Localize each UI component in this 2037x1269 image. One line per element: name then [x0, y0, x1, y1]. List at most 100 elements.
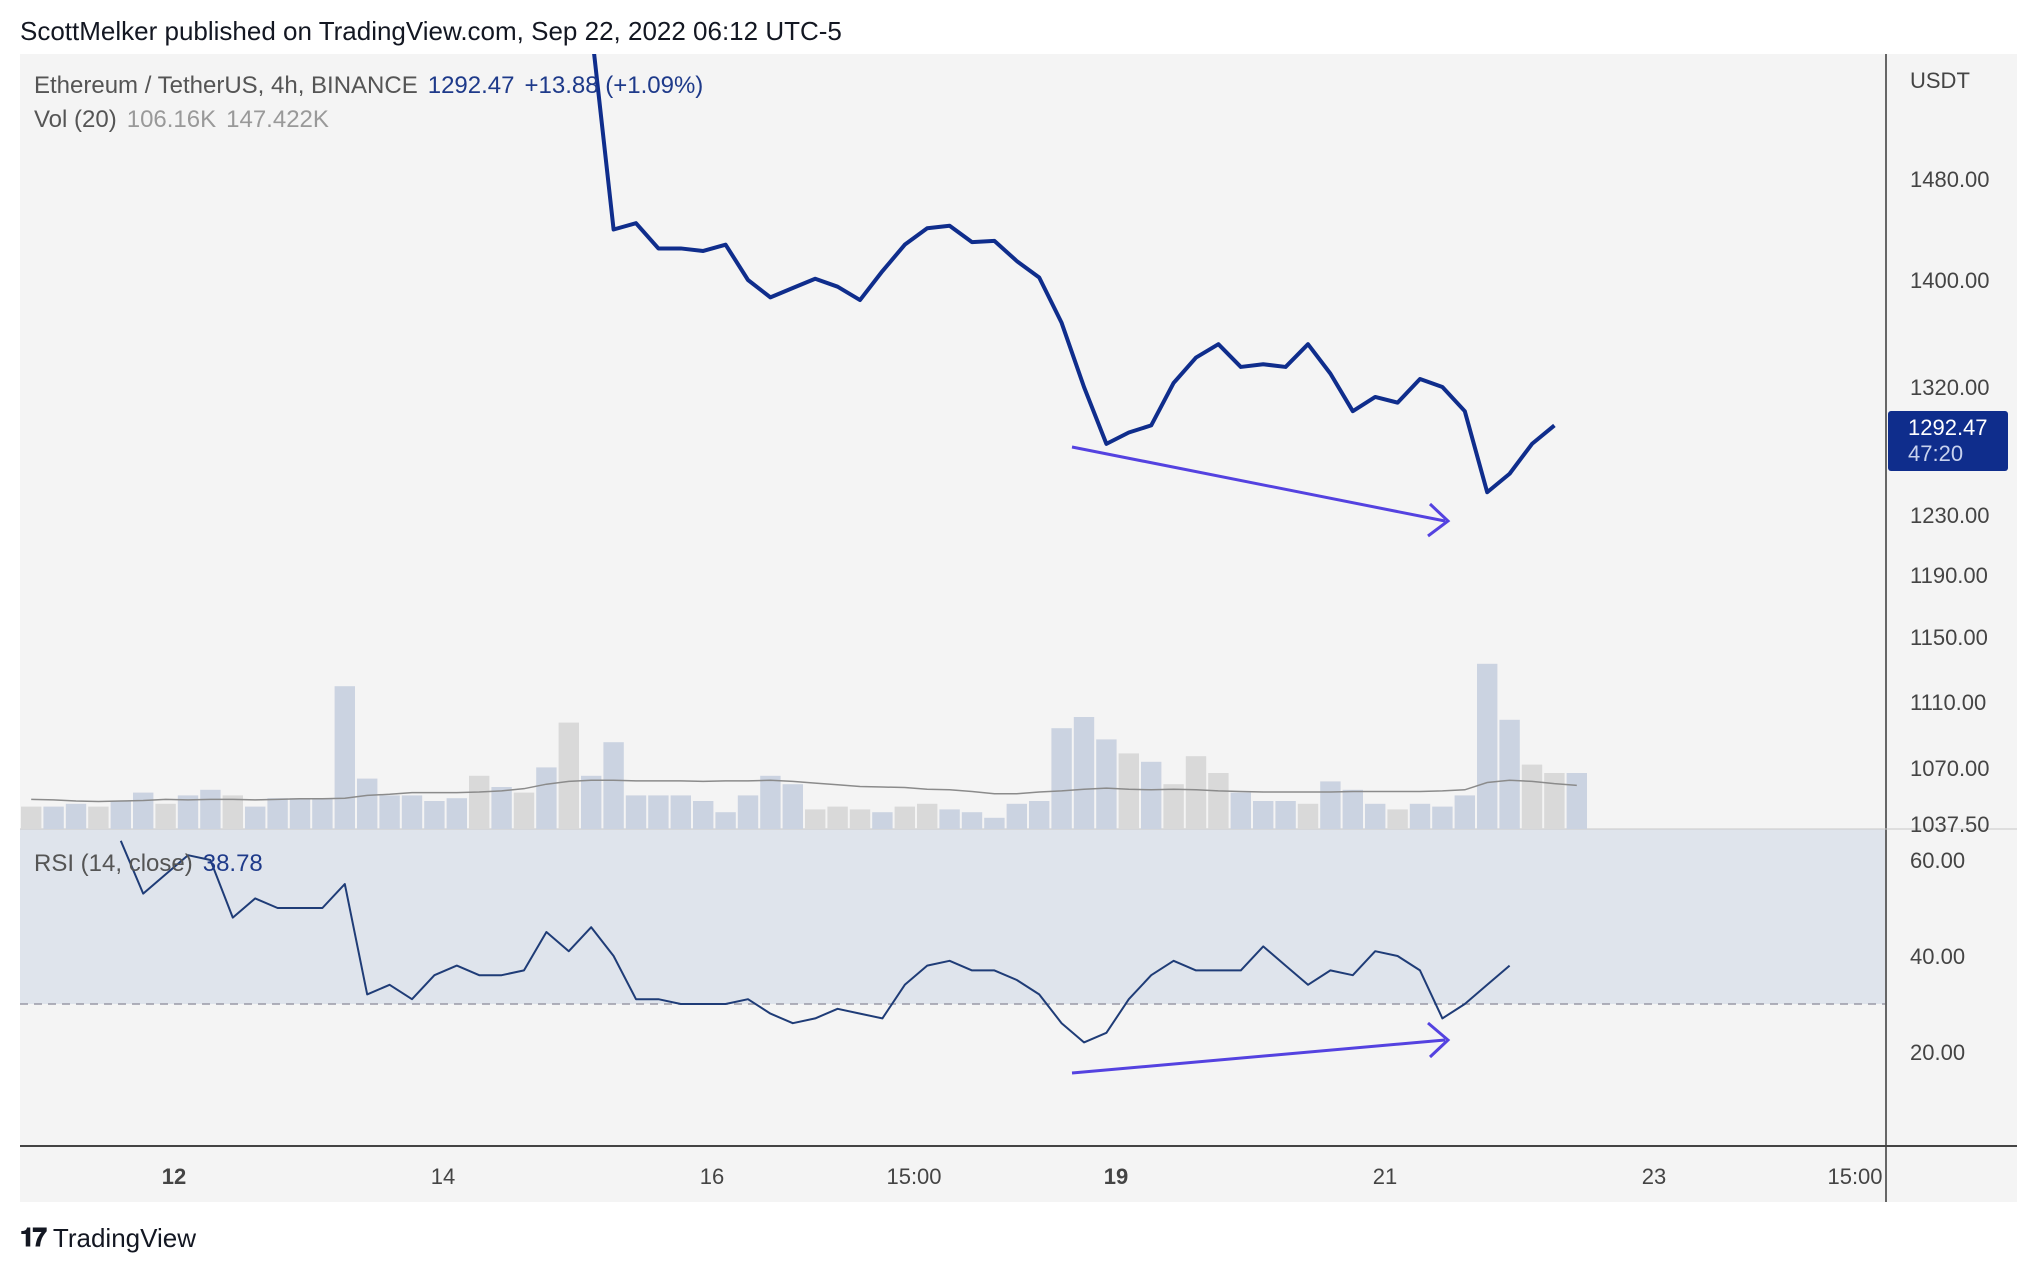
- price-tick-label: 1190.00: [1910, 563, 1988, 588]
- volume-bar: [1320, 781, 1341, 829]
- volume-bar: [782, 784, 803, 829]
- tradingview-logo-icon: 𝟏𝟕: [20, 1222, 47, 1252]
- volume-bar: [1141, 761, 1162, 829]
- price-tick-label: 1150.00: [1910, 625, 1988, 650]
- volume-bar: [1073, 717, 1095, 829]
- time-tick-label: 12: [162, 1164, 186, 1189]
- volume-bar: [1544, 773, 1565, 829]
- price-tick-label: 1110.00: [1910, 690, 1986, 715]
- rsi-tick-label: 20.00: [1910, 1040, 1965, 1065]
- price-line: [592, 54, 1556, 495]
- volume-bar: [1230, 792, 1251, 829]
- volume-bar: [424, 801, 445, 829]
- price-axis-ticks: 1480.00 1400.00 1320.00 1230.00 1190.00 1150.…: [1910, 167, 1990, 837]
- volume-bar: [1163, 784, 1184, 829]
- volume-bar: [200, 789, 221, 829]
- volume-bar: [849, 809, 871, 829]
- volume-bar: [760, 775, 781, 829]
- volume-value-a: 106.16K: [126, 106, 217, 133]
- bar-countdown: 47:20: [1908, 441, 1963, 466]
- volume-bar: [1499, 719, 1520, 829]
- time-tick-label: 16: [700, 1164, 724, 1189]
- rsi-value: 38.78: [202, 850, 263, 877]
- volume-bar: [1029, 801, 1050, 829]
- volume-bar: [872, 812, 893, 829]
- volume-bar: [693, 801, 714, 829]
- symbol-name: Ethereum / TetherUS, 4h, BINANCE: [34, 72, 418, 99]
- price-divergence-arrow: [1071, 445, 1451, 538]
- volume-label: Vol (20): [34, 106, 117, 133]
- rsi-band: [20, 829, 1885, 1004]
- chart-frame[interactable]: USDT 1480.00 1400.00 1320.00 1230.00 1190.00…: [20, 54, 2017, 1202]
- volume-bar: [558, 722, 579, 829]
- volume-bar: [513, 792, 535, 829]
- volume-bar: [917, 803, 938, 829]
- volume-bar: [110, 801, 131, 829]
- rsi-divergence-arrow: [1071, 1021, 1451, 1075]
- last-price-value: 1292.47: [1908, 415, 1988, 440]
- volume-bar: [1409, 803, 1431, 829]
- price-tick-label: 1480.00: [1910, 167, 1990, 192]
- volume-bar: [1477, 663, 1498, 829]
- time-tick-label: 23: [1642, 1164, 1666, 1189]
- symbol-legend[interactable]: Ethereum / TetherUS, 4h, BINANCE 1292.47 +…: [34, 72, 703, 100]
- time-tick-label: 21: [1373, 1164, 1397, 1189]
- volume-bar: [1253, 801, 1274, 829]
- volume-bar: [357, 778, 378, 829]
- price-tick-label: 1230.00: [1910, 503, 1990, 528]
- publish-line: ScottMelker published on TradingView.com…: [20, 16, 842, 46]
- volume-bar: [245, 806, 266, 829]
- volume-ma-line: [31, 779, 1577, 803]
- price-tick-label: 1400.00: [1910, 268, 1990, 293]
- volume-bar: [1185, 756, 1207, 829]
- time-tick-label: 14: [431, 1164, 455, 1189]
- volume-bar: [1342, 789, 1363, 829]
- price-tick-label: 1037.50: [1910, 812, 1990, 837]
- chart-svg[interactable]: USDT 1480.00 1400.00 1320.00 1230.00 1190.00…: [20, 54, 2017, 1202]
- volume-bar: [267, 798, 288, 829]
- volume-bar: [827, 806, 848, 829]
- volume-bar: [1096, 739, 1117, 829]
- volume-bar: [1566, 773, 1587, 829]
- volume-bar: [446, 798, 467, 829]
- volume-bar: [648, 795, 669, 829]
- volume-bar: [155, 803, 176, 829]
- volume-bar: [469, 775, 490, 829]
- volume-bar: [715, 812, 736, 829]
- volume-bar: [984, 817, 1005, 829]
- time-axis-ticks: 12 14 16 15:00 19 21 23 15:00: [162, 1164, 1883, 1189]
- volume-bar: [1521, 764, 1543, 829]
- legend-change: +13.88 (+1.09%): [524, 72, 704, 99]
- volume-bar: [133, 792, 154, 829]
- volume-bar: [1118, 753, 1139, 829]
- volume-bar: [334, 686, 355, 829]
- volume-bar: [222, 795, 243, 829]
- volume-bar: [1051, 728, 1072, 829]
- price-tick-label: 1070.00: [1910, 756, 1990, 781]
- volume-bar: [1432, 806, 1453, 829]
- volume-bar: [939, 809, 960, 829]
- volume-bar: [312, 798, 333, 829]
- rsi-legend[interactable]: RSI (14, close) 38.78: [34, 850, 263, 878]
- last-price-badge[interactable]: 1292.47 47:20: [1888, 411, 2008, 471]
- currency-label: USDT: [1910, 68, 1970, 93]
- rsi-axis-ticks: 60.00 40.00 20.00: [1910, 848, 1965, 1065]
- volume-bar: [536, 767, 557, 829]
- volume-bar: [1208, 773, 1229, 829]
- volume-bar: [88, 806, 109, 829]
- rsi-label: RSI (14, close): [34, 850, 193, 877]
- time-tick-label: 15:00: [886, 1164, 941, 1189]
- volume-bar: [581, 775, 602, 829]
- volume-legend[interactable]: Vol (20) 106.16K 147.422K: [34, 106, 329, 134]
- volume-bar: [65, 803, 87, 829]
- tradingview-logo[interactable]: 𝟏𝟕 TradingView: [20, 1222, 196, 1254]
- volume-bar: [43, 806, 64, 829]
- volume-bars: [21, 663, 1587, 829]
- logo-text: TradingView: [52, 1222, 196, 1253]
- volume-bar: [603, 742, 624, 829]
- volume-bar: [1387, 809, 1408, 829]
- volume-bar: [1365, 803, 1386, 829]
- time-tick-label: 15:00: [1827, 1164, 1882, 1189]
- rsi-line: [119, 840, 1511, 1044]
- volume-bar: [491, 787, 512, 829]
